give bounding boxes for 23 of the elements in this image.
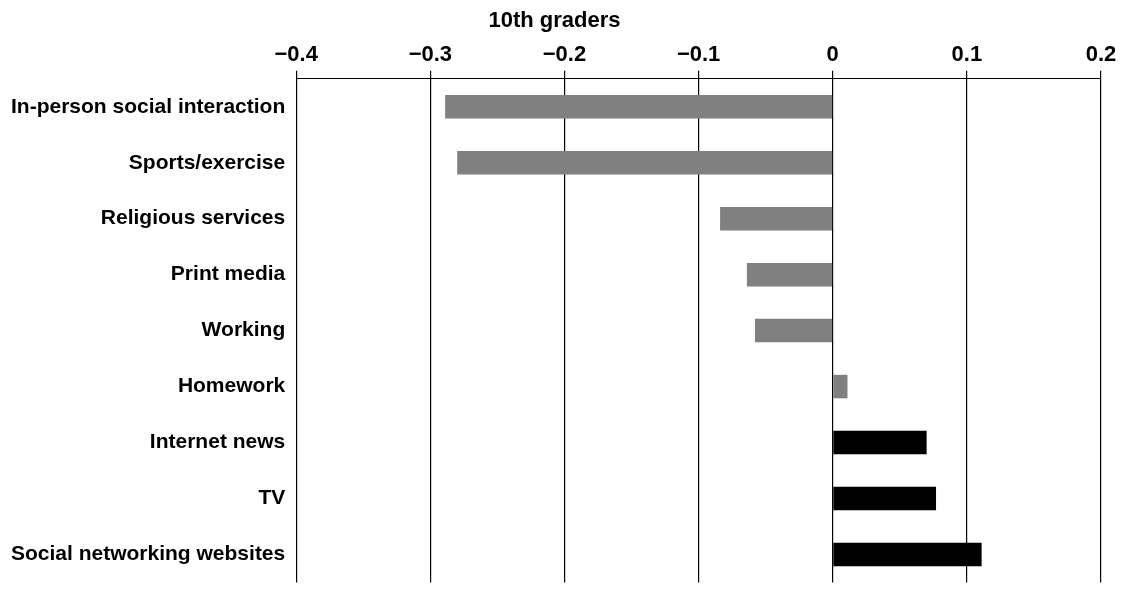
bar <box>746 262 833 287</box>
y-tick-label: Print media <box>170 261 286 285</box>
bar <box>833 374 848 399</box>
x-tick-label: 0.2 <box>1085 40 1117 66</box>
y-tick-label: TV <box>258 485 286 509</box>
x-tick-label: 0.1 <box>951 40 983 66</box>
y-tick-label: Internet news <box>149 429 286 453</box>
chart-title: 10th graders <box>488 7 621 33</box>
y-tick-label: Sports/exercise <box>128 149 286 173</box>
x-tick-label: −0.2 <box>542 40 587 66</box>
x-tick-label: 0 <box>826 40 839 66</box>
y-tick-label: Working <box>201 317 286 341</box>
y-tick-label: Social networking websites <box>10 541 286 565</box>
y-tick-label: Religious services <box>100 205 286 229</box>
x-tick-label: −0.1 <box>676 40 721 66</box>
bar <box>457 150 833 175</box>
bar <box>445 95 833 119</box>
bar <box>754 318 833 343</box>
y-tick-label: In-person social interaction <box>11 93 286 117</box>
x-tick-label: −0.4 <box>274 40 319 66</box>
bar <box>720 206 833 231</box>
x-tick-label: −0.3 <box>408 40 453 66</box>
y-tick-label: Homework <box>177 373 286 397</box>
